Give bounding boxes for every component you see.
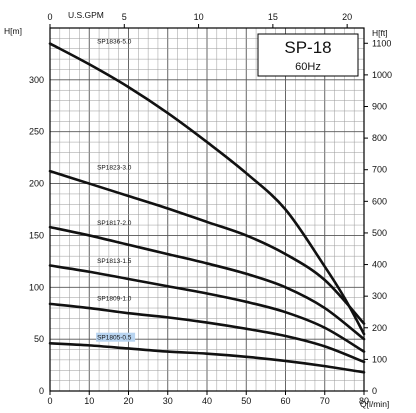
curve-label: SP1836-5.0	[97, 39, 132, 46]
chart-subtitle: 60Hz	[295, 61, 321, 73]
curve-label: SP1823-3.0	[97, 165, 132, 172]
curve-sp1836-5.0	[48, 42, 366, 336]
x-tick-label: 80	[359, 396, 369, 406]
title-box: SP-18 60Hz	[257, 33, 359, 77]
y-tick-label: 0	[39, 386, 44, 396]
top-tick-label: 0	[47, 12, 52, 22]
y-tick-label: 200	[29, 179, 44, 189]
curve-label: SP1817-2.0	[97, 220, 132, 227]
label-highlights	[96, 332, 136, 342]
curve-label: SP1805-0.5	[97, 335, 132, 342]
y-tick-label: 150	[29, 230, 44, 240]
curve-labels: SP1836-5.0 SP1823-3.0 SP1817-2.0 SP1813-1.5…	[97, 39, 132, 342]
right-tick-label: 600	[372, 196, 387, 206]
curve-sp1823-3.0	[48, 169, 366, 325]
right-tick-label: 1000	[372, 70, 392, 80]
x-tick-label: 0	[47, 396, 52, 406]
right-tick-label: 700	[372, 165, 387, 175]
chart-title: SP-18	[284, 38, 331, 57]
right-tick-label: 200	[372, 323, 387, 333]
x-tick-label: 30	[163, 396, 173, 406]
y-tick-label: 250	[29, 127, 44, 137]
x-tick-label: 40	[202, 396, 212, 406]
right-tick-label: 0	[372, 386, 377, 396]
top-tick-label: 5	[122, 12, 127, 22]
x-tick-label: 60	[280, 396, 290, 406]
top-tick-label: 20	[342, 12, 352, 22]
right-tick-label: 400	[372, 260, 387, 270]
curve-sp1813-1.5	[48, 264, 366, 353]
y-tick-label: 50	[34, 334, 44, 344]
y-tick-label: 300	[29, 75, 44, 85]
y-tick-label: 100	[29, 282, 44, 292]
curve-sp1809-1.0	[48, 302, 366, 364]
right-tick-label: 1100	[372, 38, 391, 48]
label-highlight	[96, 332, 136, 342]
x-tick-label: 10	[84, 396, 94, 406]
right-tick-label: 100	[372, 354, 387, 364]
right-tick-label: 300	[372, 291, 387, 301]
x-tick-label: 50	[241, 396, 251, 406]
curve-label: SP1809-1.0	[97, 296, 132, 303]
top-tick-label: 15	[268, 12, 278, 22]
x-axis-label: Q[l/min]	[360, 399, 389, 409]
x-tick-label: 20	[123, 396, 133, 406]
curve-sp1805-0.5	[48, 341, 366, 374]
right-axis-label: H[ft]	[372, 28, 388, 38]
y-axis-label: H[m]	[4, 26, 22, 36]
top-axis-label: U.S.GPM	[68, 10, 104, 20]
curve-sp1817-2.0	[48, 225, 366, 341]
right-tick-label: 900	[372, 101, 387, 111]
curve-label: SP1813-1.5	[97, 258, 132, 265]
right-tick-label: 800	[372, 133, 387, 143]
right-tick-label: 500	[372, 228, 387, 238]
curves	[48, 42, 366, 374]
x-tick-label: 70	[320, 396, 330, 406]
top-tick-label: 10	[194, 12, 204, 22]
